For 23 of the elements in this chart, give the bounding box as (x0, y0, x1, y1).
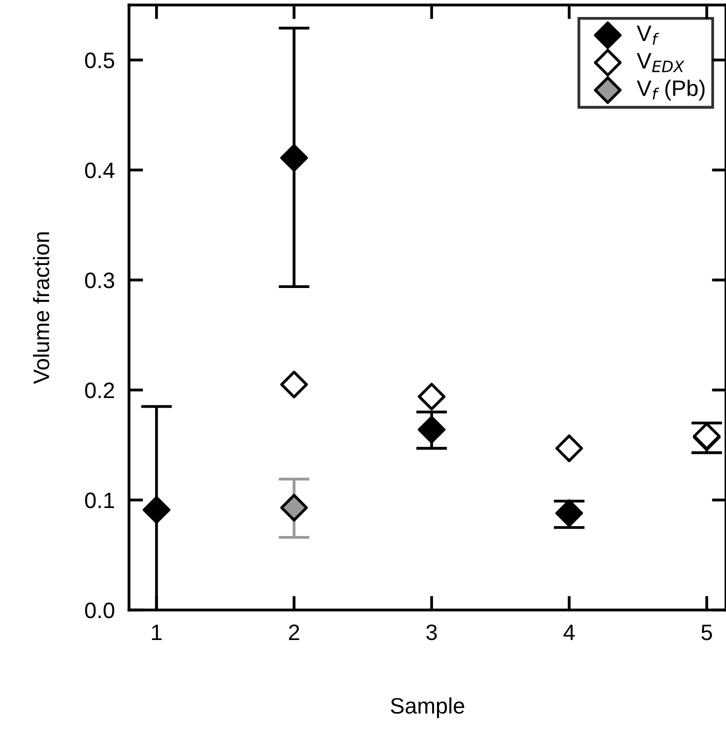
y-tick-label: 0.4 (85, 162, 114, 178)
point (142, 496, 170, 524)
point (280, 144, 308, 172)
legend-label: V$_{f}$ (Pb) (636, 80, 705, 100)
point (555, 434, 583, 462)
x-tick-label: 5 (701, 624, 712, 640)
x-axis-title: Sample (390, 697, 464, 718)
x-tick-label: 2 (289, 624, 300, 640)
y-tick-label: 0.0 (85, 602, 114, 618)
x-tick-label: 1 (152, 624, 162, 640)
point (418, 382, 446, 410)
point (280, 370, 308, 398)
y-tick-label: 0.2 (85, 382, 114, 398)
y-tick-label: 0.3 (85, 272, 114, 288)
x-tick-label: 4 (564, 624, 575, 640)
x-tick-label: 3 (426, 624, 437, 640)
legend-label: V$_{EDX}$ (636, 53, 684, 72)
point (418, 416, 446, 444)
y-axis-title: Volume fraction (32, 232, 50, 384)
legend-label: V$_{f}$ (636, 26, 660, 45)
y-tick-label: 0.1 (85, 492, 114, 508)
point (280, 494, 308, 522)
y-tick-label: 0.5 (85, 52, 114, 68)
